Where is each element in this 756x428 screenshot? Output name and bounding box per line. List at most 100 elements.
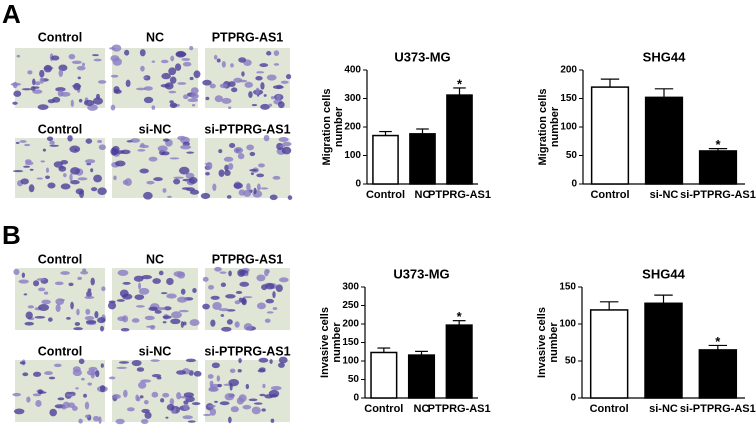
cell (24, 143, 31, 147)
cell (84, 159, 96, 164)
cell (208, 404, 216, 408)
cell (226, 195, 232, 199)
cell (150, 359, 160, 362)
cell (86, 162, 92, 166)
cell (256, 173, 265, 178)
cell (157, 145, 168, 152)
cell (81, 62, 86, 67)
cell (244, 273, 249, 277)
cell (39, 77, 45, 84)
cell (143, 96, 154, 104)
x-tick-label: si-NC (649, 403, 678, 415)
cell (60, 271, 70, 275)
cell (122, 281, 131, 285)
cell (144, 411, 152, 419)
cell (228, 106, 232, 109)
cell (110, 55, 120, 62)
cell (260, 187, 269, 190)
cell (65, 393, 75, 397)
cell (256, 302, 266, 310)
cell (243, 296, 253, 299)
cell (230, 406, 239, 413)
cell (41, 299, 51, 305)
cell (32, 393, 42, 397)
cell (143, 76, 148, 79)
cell (131, 318, 140, 323)
cell (210, 295, 220, 300)
cell (67, 135, 73, 142)
cell (32, 89, 43, 94)
significance-mark: * (457, 309, 463, 324)
cell (37, 104, 49, 111)
cell (160, 398, 165, 403)
cell (248, 91, 253, 99)
panel-label: B (2, 220, 21, 250)
cell (38, 287, 46, 292)
cell (148, 156, 158, 162)
cell (35, 399, 42, 407)
cell (253, 402, 263, 405)
cell (160, 84, 171, 88)
cell (97, 140, 103, 144)
cell (191, 104, 196, 107)
cell (258, 357, 269, 363)
cell (183, 403, 189, 411)
cell (84, 295, 95, 299)
cell (111, 44, 122, 52)
cell (58, 64, 68, 72)
cell (120, 149, 131, 155)
cell (251, 103, 258, 107)
bar (589, 309, 629, 399)
cell (141, 275, 153, 280)
cell (181, 57, 191, 61)
cell (108, 376, 116, 380)
cell (170, 318, 181, 325)
cell (57, 90, 64, 97)
cell (218, 308, 230, 312)
cell (134, 294, 145, 300)
cell (278, 136, 289, 142)
cell (228, 378, 239, 387)
cell (34, 81, 41, 86)
cell (57, 397, 65, 401)
cell (122, 293, 133, 300)
cell (258, 367, 266, 372)
cell (208, 284, 215, 290)
cell (209, 386, 218, 392)
cell (167, 195, 172, 198)
cell (255, 75, 263, 81)
cell (101, 286, 106, 292)
cell (219, 271, 227, 274)
cell (40, 160, 46, 163)
chart-title: SHG44 (642, 266, 685, 281)
cell (177, 82, 187, 85)
cell (29, 168, 34, 171)
cell (226, 319, 233, 325)
cell (125, 79, 131, 88)
cell (36, 278, 46, 281)
cell (276, 94, 281, 100)
cell (230, 63, 234, 68)
y-tick-label: 200 (342, 319, 359, 330)
cell (224, 393, 235, 401)
x-tick-label: Control (366, 189, 405, 201)
cell (74, 148, 78, 152)
cell (174, 63, 182, 71)
cell (53, 363, 62, 368)
cell (193, 70, 201, 79)
cell (69, 173, 73, 182)
cell (126, 407, 135, 412)
cell (193, 370, 202, 377)
cell (146, 180, 155, 185)
cell (92, 415, 100, 422)
cell (143, 86, 153, 91)
cell (84, 315, 95, 321)
cell (275, 284, 283, 293)
cell (214, 266, 222, 272)
cell (143, 399, 149, 405)
cell (221, 326, 232, 332)
cell (86, 290, 92, 298)
micrograph-bg (205, 268, 290, 330)
bar (446, 94, 473, 185)
cell (151, 105, 156, 110)
